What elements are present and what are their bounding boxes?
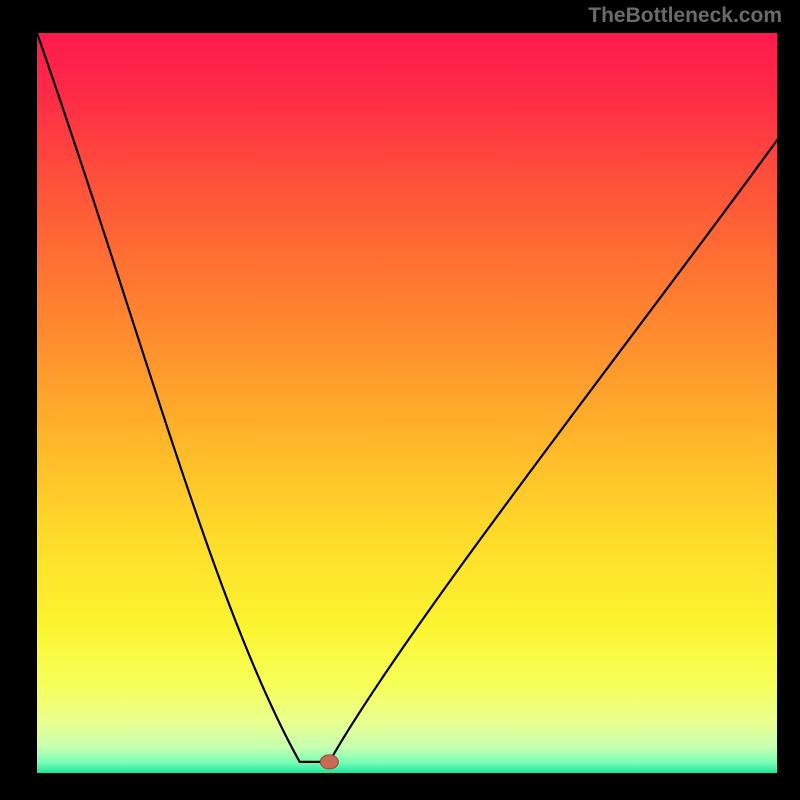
optimum-marker [320, 755, 338, 769]
watermark-text: TheBottleneck.com [588, 4, 782, 28]
bottleneck-curve [37, 33, 777, 762]
chart-plot-area [37, 33, 777, 773]
chart-curve-layer [37, 33, 777, 773]
